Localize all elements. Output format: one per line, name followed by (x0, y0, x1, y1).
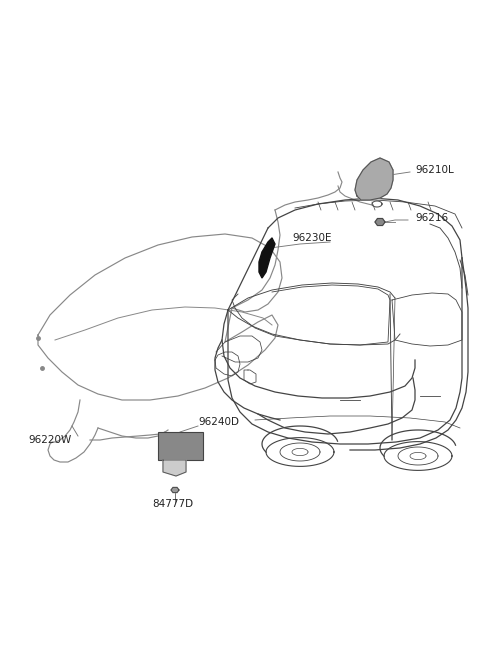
Polygon shape (375, 218, 385, 226)
Polygon shape (355, 158, 393, 200)
Polygon shape (171, 487, 179, 493)
Bar (158, 432, 203, 460)
Text: 96216: 96216 (415, 213, 448, 223)
Text: 84777D: 84777D (152, 499, 193, 509)
Text: 96230E: 96230E (292, 233, 332, 243)
Text: 96220W: 96220W (28, 435, 71, 445)
Text: 96210L: 96210L (415, 165, 454, 175)
Text: 96240D: 96240D (198, 417, 239, 427)
Polygon shape (259, 238, 275, 278)
Polygon shape (163, 460, 186, 476)
